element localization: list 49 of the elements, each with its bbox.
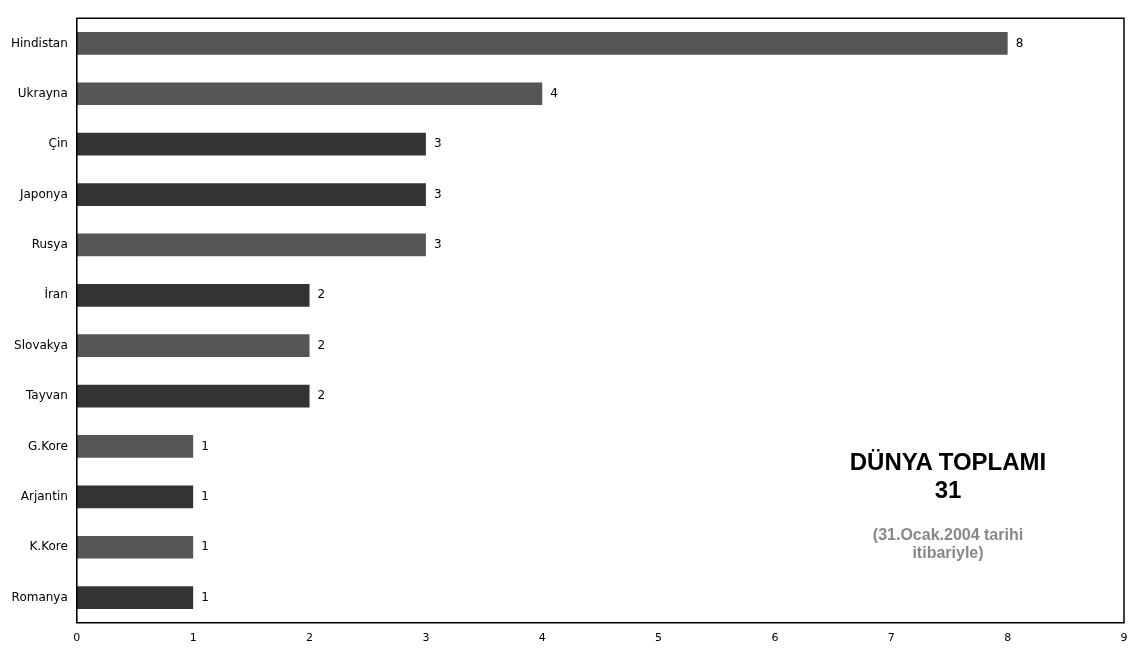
x-tick-label: 2	[306, 631, 314, 645]
bar	[76, 183, 426, 206]
x-tick-label: 3	[422, 631, 430, 645]
data-label: 4	[550, 85, 558, 100]
y-tick-label: Rusya	[31, 237, 68, 252]
y-tick-label: Arjantin	[20, 488, 68, 503]
bar	[76, 435, 194, 458]
data-label: 8	[1015, 35, 1024, 50]
data-label: 2	[317, 388, 326, 403]
bar	[76, 132, 426, 156]
data-label: 1	[201, 438, 209, 453]
y-tick-label: Japonya	[18, 186, 68, 201]
x-tick-label: 7	[887, 631, 895, 645]
y-tick-label: Slovakya	[14, 337, 68, 352]
y-tick-label: K.Kore	[29, 539, 68, 554]
bar	[76, 233, 426, 257]
x-tick-label: 0	[73, 631, 81, 645]
bar	[76, 32, 1008, 55]
bar	[76, 586, 194, 609]
annotation: 31	[933, 476, 963, 504]
x-tick-label: 1	[189, 631, 197, 645]
y-tick-label: Romanya	[11, 589, 68, 604]
data-label: 3	[433, 237, 442, 252]
data-label: 2	[317, 287, 326, 302]
annotation: (31.Ocak.2004 tarihi itibariyle)	[871, 526, 1025, 562]
x-tick-label: 9	[1120, 631, 1128, 645]
bar	[76, 384, 310, 408]
data-label: 1	[201, 539, 209, 554]
data-label: 3	[433, 186, 442, 201]
y-tick-label: Ukrayna	[17, 85, 68, 100]
x-tick-label: 6	[771, 631, 779, 645]
annotation: DÜNYA TOPLAMI	[848, 448, 1048, 476]
bar	[76, 283, 310, 307]
data-label: 3	[433, 136, 442, 151]
y-tick-label: Hindistan	[10, 35, 68, 50]
data-label: 1	[201, 589, 209, 604]
x-tick-label: 4	[538, 631, 546, 645]
bar	[76, 485, 194, 509]
bar	[76, 535, 194, 559]
y-tick-label: Tayvan	[24, 388, 68, 403]
y-tick-label: G.Kore	[28, 438, 68, 453]
data-label: 2	[317, 337, 326, 352]
y-tick-label: İran	[44, 286, 68, 302]
data-label: 1	[201, 488, 209, 503]
y-tick-label: Çin	[48, 136, 68, 151]
x-tick-label: 5	[655, 631, 663, 645]
bar	[76, 82, 543, 106]
bar	[76, 334, 310, 358]
x-tick-label: 8	[1004, 631, 1012, 645]
